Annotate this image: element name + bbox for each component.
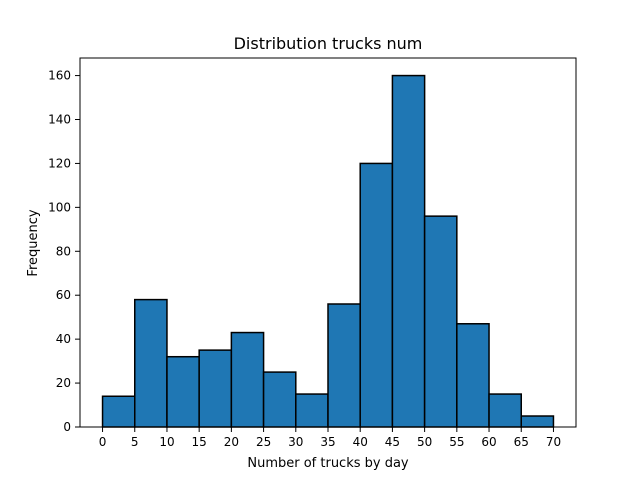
x-axis-label: Number of trucks by day	[247, 456, 409, 471]
y-tick-label: 80	[56, 244, 71, 258]
histogram-bar-50-55	[423, 215, 458, 428]
x-axis-ticks: 0 5 10 15 20 25 30 35 40 45 50 55 60 65 70	[99, 427, 561, 449]
x-tick-label: 25	[256, 435, 271, 449]
x-tick-label: 60	[481, 435, 496, 449]
histogram-bar-5-10	[134, 298, 168, 428]
chart-title: Distribution trucks num	[234, 34, 423, 53]
x-tick-label: 40	[353, 435, 368, 449]
x-tick-label: 15	[192, 435, 207, 449]
histogram-bar-15-20	[198, 349, 233, 428]
x-tick-label: 45	[385, 435, 400, 449]
histogram-bar-65-70	[520, 415, 555, 428]
x-tick-label: 55	[449, 435, 464, 449]
x-tick-label: 30	[288, 435, 303, 449]
x-tick-label: 5	[131, 435, 139, 449]
y-tick-label: 60	[56, 288, 71, 302]
y-tick-label: 160	[48, 69, 71, 83]
y-tick-label: 40	[56, 332, 71, 346]
y-tick-label: 120	[48, 156, 71, 170]
y-axis-label: Frequency	[26, 209, 41, 276]
histogram-bar-0-5	[101, 395, 136, 428]
x-tick-label: 70	[546, 435, 561, 449]
histogram-bar-20-25	[230, 331, 265, 428]
histogram-bar-55-60	[456, 323, 490, 428]
y-tick-label: 0	[63, 420, 71, 434]
bars-group	[101, 74, 555, 428]
histogram-bar-25-30	[262, 371, 297, 428]
y-tick-label: 20	[56, 376, 71, 390]
x-tick-label: 0	[99, 435, 107, 449]
y-tick-label: 100	[48, 200, 71, 214]
histogram-bar-60-65	[488, 393, 522, 428]
x-tick-label: 20	[224, 435, 239, 449]
x-tick-label: 10	[159, 435, 174, 449]
histogram-bar-40-45	[359, 162, 394, 428]
plot-frame	[79, 57, 577, 428]
histogram-bar-10-15	[166, 355, 200, 428]
x-tick-label: 50	[417, 435, 432, 449]
y-axis-ticks: 0 20 40 60 80 100 120 140 160	[48, 69, 80, 434]
histogram-bar-35-40	[327, 303, 361, 428]
x-tick-label: 35	[320, 435, 335, 449]
histogram-bar-45-50	[391, 74, 426, 428]
y-tick-label: 140	[48, 113, 71, 127]
histogram-bar-30-35	[295, 393, 329, 428]
x-tick-label: 65	[514, 435, 529, 449]
